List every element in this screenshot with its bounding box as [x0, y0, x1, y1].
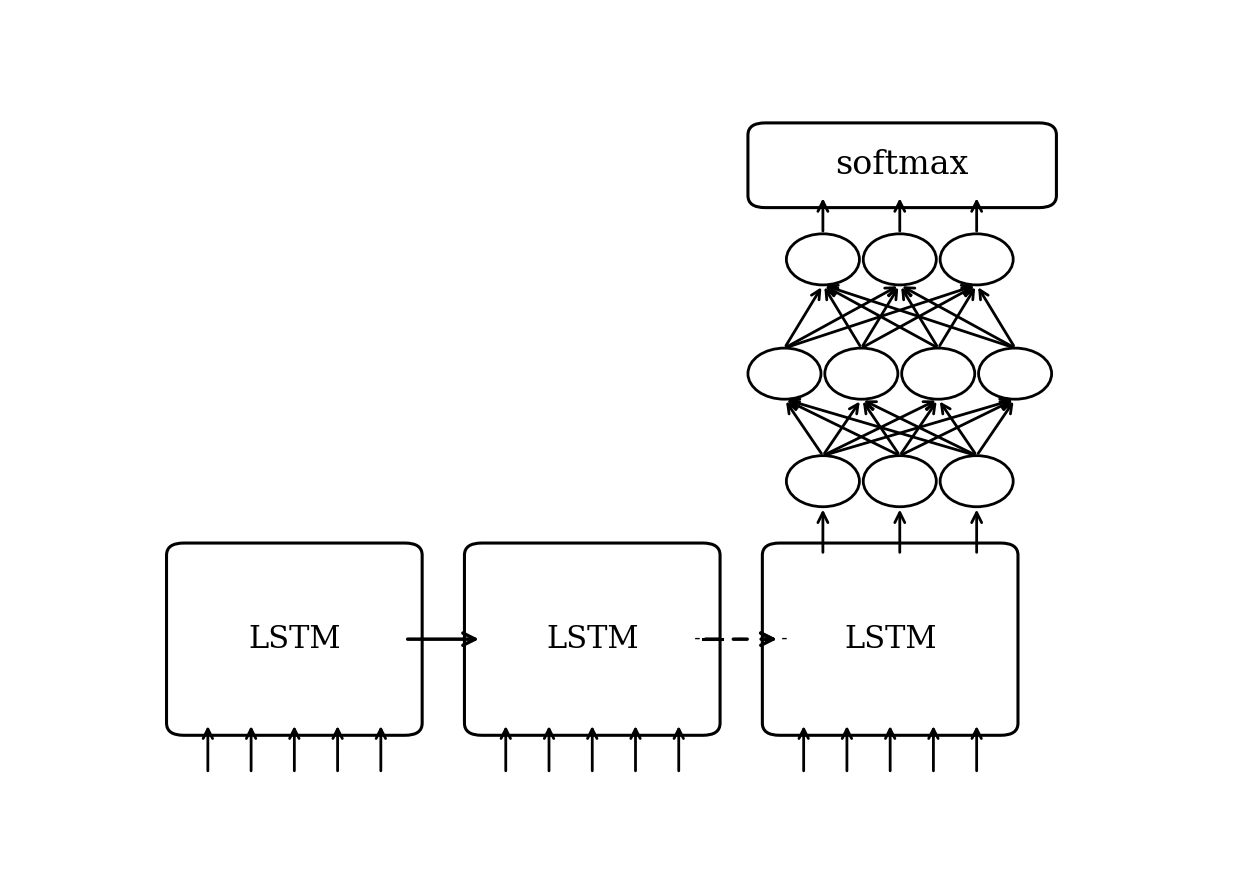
- FancyBboxPatch shape: [763, 543, 1018, 735]
- Text: LSTM: LSTM: [546, 623, 639, 655]
- Circle shape: [786, 234, 859, 285]
- Circle shape: [748, 348, 821, 399]
- FancyBboxPatch shape: [748, 123, 1056, 208]
- Text: LSTM: LSTM: [844, 623, 936, 655]
- Circle shape: [825, 348, 898, 399]
- Circle shape: [901, 348, 975, 399]
- Circle shape: [863, 234, 936, 285]
- FancyBboxPatch shape: [465, 543, 720, 735]
- FancyBboxPatch shape: [166, 543, 422, 735]
- Circle shape: [940, 234, 1013, 285]
- Circle shape: [786, 456, 859, 506]
- Circle shape: [863, 456, 936, 506]
- Text: - - - - -: - - - - -: [692, 629, 790, 648]
- Text: LSTM: LSTM: [248, 623, 341, 655]
- Text: softmax: softmax: [836, 149, 968, 182]
- Circle shape: [940, 456, 1013, 506]
- Circle shape: [978, 348, 1052, 399]
